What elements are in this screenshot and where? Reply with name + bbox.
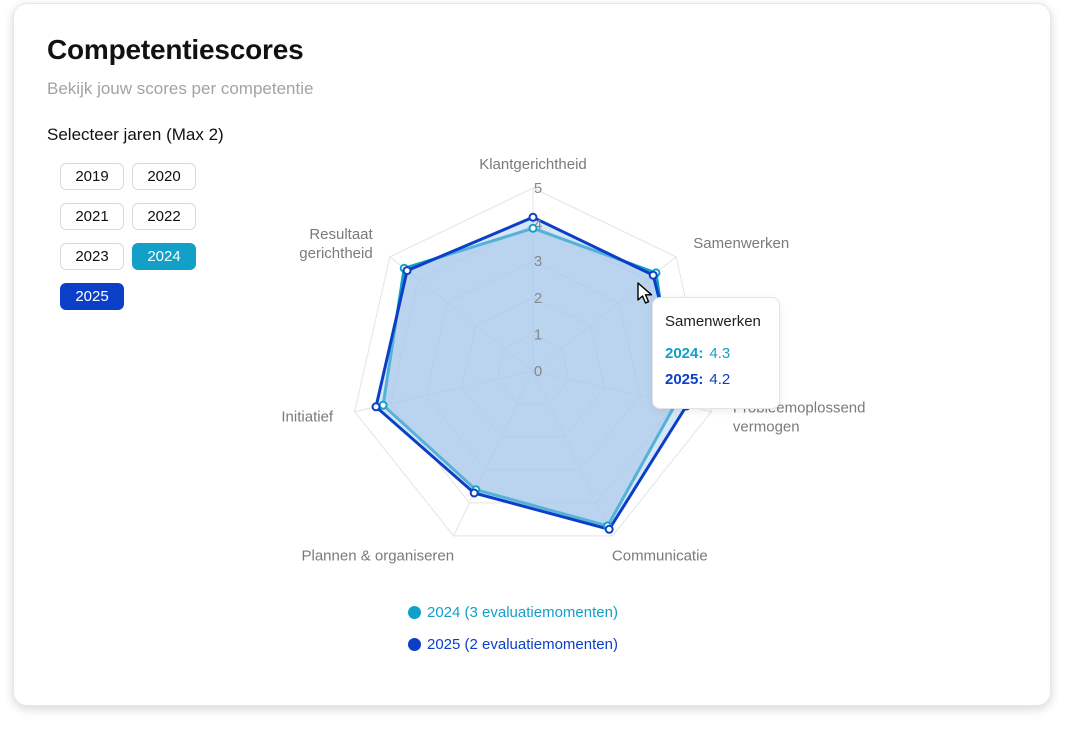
year-button-2023[interactable]: 2023 bbox=[60, 243, 124, 270]
axis-label: Samenwerken bbox=[693, 235, 789, 252]
tick-label: 1 bbox=[534, 326, 542, 343]
page-title: Competentiescores bbox=[47, 34, 304, 65]
mouse-cursor-icon bbox=[637, 282, 653, 304]
axis-label-line: Samenwerken bbox=[693, 235, 789, 252]
data-point-2025[interactable] bbox=[371, 402, 381, 412]
axis-label: Klantgerichtheid bbox=[479, 156, 587, 173]
legend-dot-2024-icon bbox=[408, 606, 421, 619]
data-point-2025[interactable] bbox=[604, 524, 614, 534]
tick-label: 5 bbox=[534, 180, 542, 197]
year-button-2022[interactable]: 2022 bbox=[132, 203, 196, 230]
data-point-2024[interactable] bbox=[378, 400, 388, 410]
axis-label: Initiatief bbox=[281, 409, 334, 426]
year-selector-label: Selecteer jaren (Max 2) bbox=[47, 125, 224, 144]
tick-label: 2 bbox=[534, 290, 542, 307]
tooltip-label-2025: 2025: bbox=[665, 371, 704, 388]
tooltip-label-2024: 2024: bbox=[665, 345, 704, 362]
tick-label: 3 bbox=[534, 253, 542, 270]
legend-item-2024[interactable]: 2024 (3 evaluatiemomenten) bbox=[408, 604, 618, 621]
data-point-2025[interactable] bbox=[528, 212, 538, 222]
axis-label: Resultaat gerichtheid bbox=[299, 226, 373, 262]
legend-dot-2025-icon bbox=[408, 638, 421, 651]
data-point-2025[interactable] bbox=[402, 266, 412, 276]
tooltip-row-2024: 2024: 4.3 bbox=[665, 345, 730, 362]
axis-label-line: Klantgerichtheid bbox=[479, 156, 587, 173]
data-point-2025[interactable] bbox=[469, 488, 479, 498]
data-point-2024[interactable] bbox=[528, 223, 538, 233]
year-button-2020[interactable]: 2020 bbox=[132, 163, 196, 190]
page-subtitle: Bekijk jouw scores per competentie bbox=[47, 79, 314, 98]
axis-label-line: Resultaat bbox=[309, 226, 373, 243]
data-point-2025[interactable] bbox=[648, 270, 658, 280]
grid-ring-5 bbox=[354, 187, 712, 537]
year-button-2024[interactable]: 2024 bbox=[132, 243, 196, 270]
tooltip-value-2025: 4.2 bbox=[709, 371, 731, 388]
axis-label-line: Plannen & organiseren bbox=[301, 548, 454, 565]
tooltip-row-2025: 2025: 4.2 bbox=[665, 371, 730, 388]
axis-label: Communicatie bbox=[612, 548, 708, 565]
legend-label-2024: 2024 (3 evaluatiemomenten) bbox=[427, 604, 618, 621]
axis-label-line: Initiatief bbox=[281, 409, 334, 426]
year-button-2025[interactable]: 2025 bbox=[60, 283, 124, 310]
tooltip-title: Samenwerken bbox=[665, 313, 761, 330]
chart-tooltip: Samenwerken 2024: 4.3 2025: 4.2 bbox=[652, 297, 780, 409]
tooltip-value-2024: 4.3 bbox=[709, 345, 731, 362]
axis-label-line: gerichtheid bbox=[299, 245, 372, 262]
axis-label-line: Communicatie bbox=[612, 548, 708, 565]
legend-item-2025[interactable]: 2025 (2 evaluatiemomenten) bbox=[408, 636, 618, 653]
year-button-2019[interactable]: 2019 bbox=[60, 163, 124, 190]
tick-label: 4 bbox=[534, 217, 542, 234]
axis-label: Plannen & organiseren bbox=[301, 548, 454, 565]
year-button-2021[interactable]: 2021 bbox=[60, 203, 124, 230]
axis-label-line: vermogen bbox=[733, 419, 800, 436]
tick-label: 0 bbox=[534, 363, 542, 380]
legend-label-2025: 2025 (2 evaluatiemomenten) bbox=[427, 636, 618, 653]
series-area-2025 bbox=[374, 215, 688, 531]
